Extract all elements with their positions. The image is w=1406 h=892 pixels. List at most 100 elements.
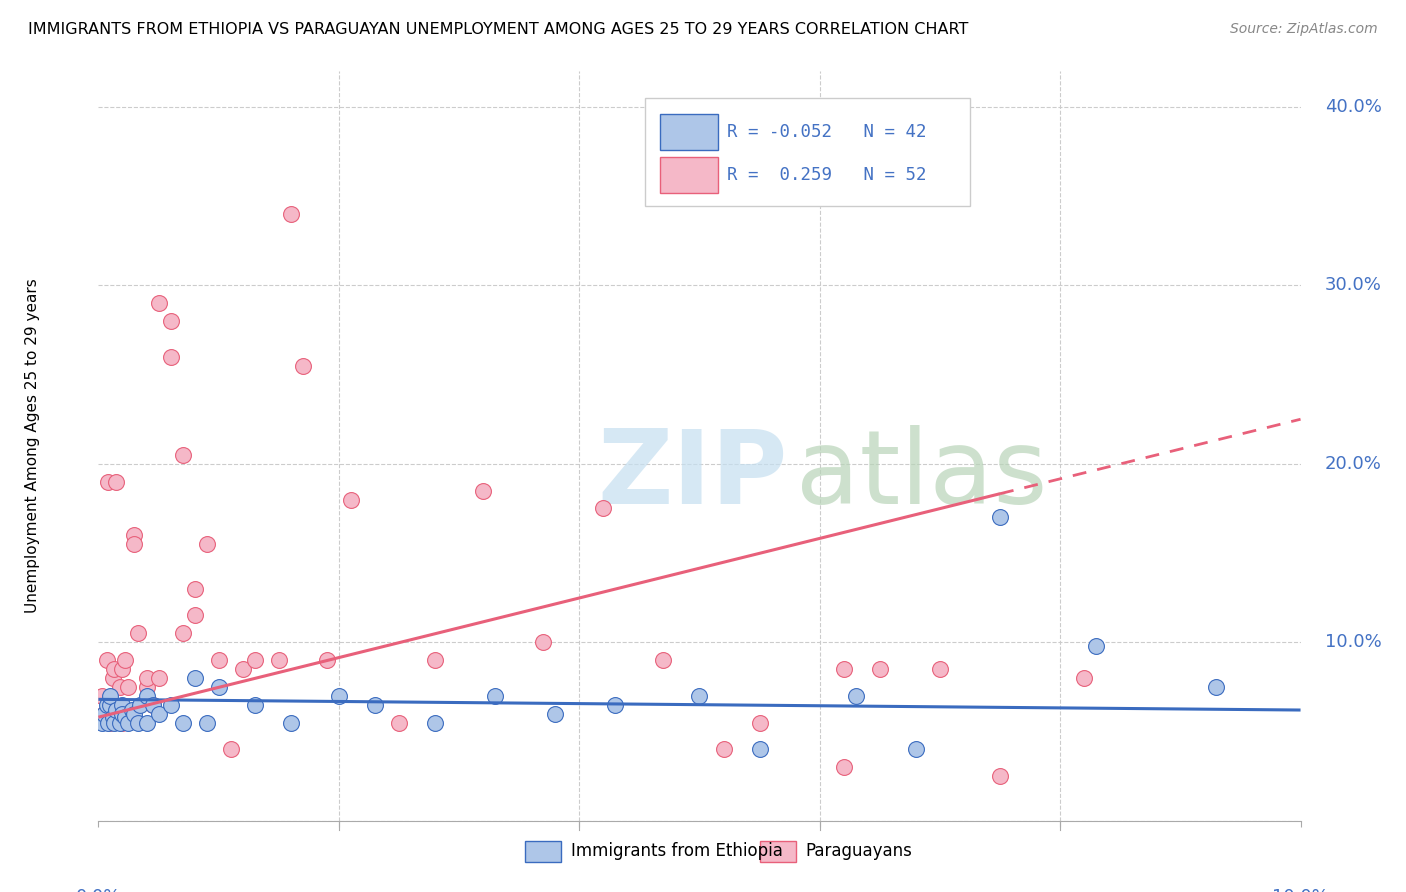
Point xyxy=(315,653,337,667)
Point xyxy=(195,537,218,551)
Point xyxy=(904,742,927,756)
Point xyxy=(129,698,152,712)
Point xyxy=(280,207,302,221)
Point xyxy=(183,671,205,685)
FancyBboxPatch shape xyxy=(645,97,970,206)
Bar xyxy=(659,114,717,150)
Point xyxy=(929,662,952,676)
Point xyxy=(124,528,146,542)
Point xyxy=(93,706,115,721)
Point xyxy=(1085,639,1108,653)
Point xyxy=(91,689,114,703)
Point xyxy=(748,742,770,756)
Point xyxy=(159,350,181,364)
Point xyxy=(148,671,170,685)
Bar xyxy=(526,841,561,862)
Text: R =  0.259   N = 52: R = 0.259 N = 52 xyxy=(727,166,927,184)
Point xyxy=(127,626,149,640)
Point xyxy=(117,680,139,694)
Point xyxy=(232,662,254,676)
Point xyxy=(988,769,1011,783)
Point xyxy=(159,314,181,328)
Point xyxy=(748,715,770,730)
Point xyxy=(135,715,157,730)
Text: 40.0%: 40.0% xyxy=(1324,98,1382,116)
Point xyxy=(183,582,205,596)
Point xyxy=(388,715,411,730)
Point xyxy=(172,626,194,640)
Point xyxy=(108,715,131,730)
Point xyxy=(364,698,387,712)
Point xyxy=(845,689,868,703)
Point xyxy=(105,475,128,489)
Point xyxy=(605,698,627,712)
Point xyxy=(688,689,710,703)
Point xyxy=(183,608,205,623)
Text: ZIP: ZIP xyxy=(598,425,787,526)
Point xyxy=(111,662,134,676)
Point xyxy=(1205,680,1227,694)
Point xyxy=(135,689,157,703)
Text: R = -0.052   N = 42: R = -0.052 N = 42 xyxy=(727,123,927,141)
Text: 30.0%: 30.0% xyxy=(1324,277,1382,294)
Text: Unemployment Among Ages 25 to 29 years: Unemployment Among Ages 25 to 29 years xyxy=(25,278,39,614)
Point xyxy=(101,671,124,685)
Point xyxy=(108,680,131,694)
Text: 10.0%: 10.0% xyxy=(1272,888,1329,892)
Text: IMMIGRANTS FROM ETHIOPIA VS PARAGUAYAN UNEMPLOYMENT AMONG AGES 25 TO 29 YEARS CO: IMMIGRANTS FROM ETHIOPIA VS PARAGUAYAN U… xyxy=(28,22,969,37)
Text: 10.0%: 10.0% xyxy=(1324,633,1381,651)
Point xyxy=(472,483,495,498)
Point xyxy=(101,710,124,724)
Point xyxy=(172,715,194,730)
Point xyxy=(127,715,149,730)
Point xyxy=(423,715,446,730)
Point xyxy=(100,698,122,712)
Bar xyxy=(759,841,796,862)
Text: atlas: atlas xyxy=(598,425,1047,526)
Point xyxy=(484,689,506,703)
Text: 20.0%: 20.0% xyxy=(1324,455,1382,473)
Point xyxy=(100,689,122,703)
Point xyxy=(267,653,290,667)
Point xyxy=(172,448,194,462)
Point xyxy=(100,715,122,730)
Point xyxy=(91,715,114,730)
Point xyxy=(340,492,363,507)
Point xyxy=(103,715,125,730)
Point xyxy=(652,653,675,667)
Point xyxy=(423,653,446,667)
Point xyxy=(141,698,163,712)
Text: Immigrants from Ethiopia: Immigrants from Ethiopia xyxy=(571,842,783,861)
Point xyxy=(148,296,170,310)
Point xyxy=(96,698,118,712)
Point xyxy=(832,662,855,676)
Point xyxy=(195,715,218,730)
Point xyxy=(114,653,136,667)
Point xyxy=(592,501,614,516)
Point xyxy=(159,698,181,712)
Text: Paraguayans: Paraguayans xyxy=(806,842,912,861)
Bar xyxy=(659,157,717,193)
Point xyxy=(988,510,1011,524)
Point xyxy=(135,680,157,694)
Point xyxy=(97,715,120,730)
Point xyxy=(114,710,136,724)
Point xyxy=(544,706,567,721)
Point xyxy=(1073,671,1095,685)
Point xyxy=(124,706,146,721)
Point xyxy=(105,703,128,717)
Text: 0.0%: 0.0% xyxy=(76,888,121,892)
Point xyxy=(135,671,157,685)
Point xyxy=(103,662,125,676)
Point xyxy=(243,653,266,667)
Point xyxy=(280,715,302,730)
Point xyxy=(96,653,118,667)
Point xyxy=(124,537,146,551)
Point xyxy=(111,706,134,721)
Text: Source: ZipAtlas.com: Source: ZipAtlas.com xyxy=(1230,22,1378,37)
Point xyxy=(328,689,350,703)
Point xyxy=(93,706,115,721)
Point xyxy=(148,706,170,721)
Point xyxy=(111,715,134,730)
Point xyxy=(832,760,855,774)
